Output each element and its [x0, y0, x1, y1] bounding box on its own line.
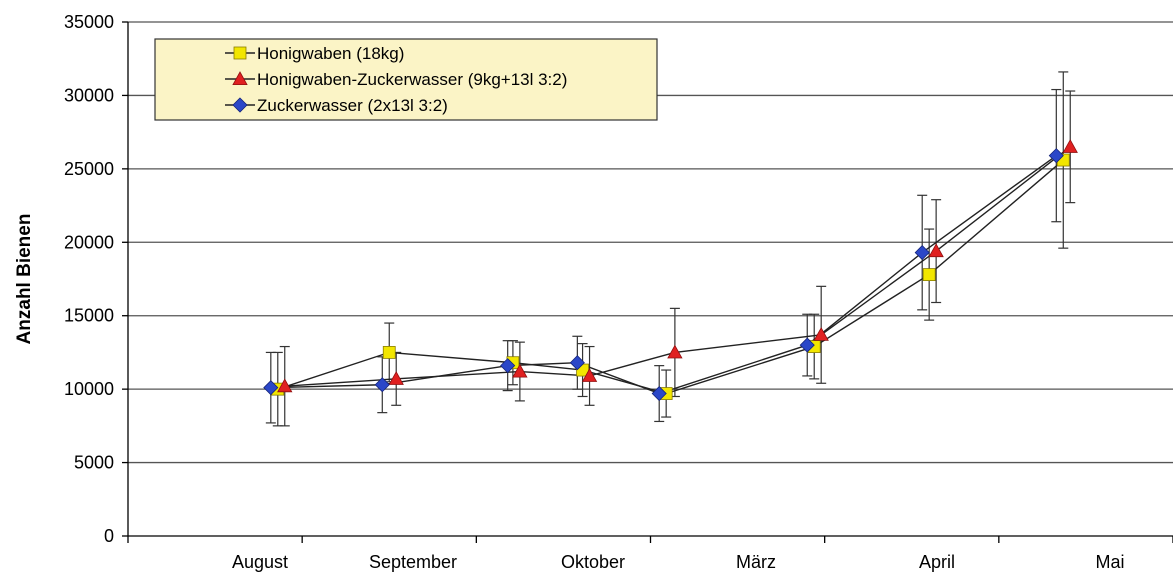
series-lines	[270, 146, 1071, 395]
legend-items: Honigwaben (18kg) Honigwaben-Zuckerwasser…	[225, 44, 567, 115]
marker-triangle	[388, 371, 404, 385]
y-tick-label: 35000	[64, 12, 114, 32]
x-tick-label: April	[919, 552, 955, 572]
legend-label: Zuckerwasser (2x13l 3:2)	[257, 96, 448, 115]
x-tick-labels: August September Oktober März April Mai	[232, 552, 1125, 572]
marker-triangle	[667, 344, 683, 359]
marker-diamond	[569, 355, 585, 371]
marker-diamond	[651, 385, 667, 402]
marker-diamond	[799, 337, 815, 353]
y-tick-label: 20000	[64, 232, 114, 252]
series-markers	[263, 139, 1078, 402]
legend: Honigwaben (18kg) Honigwaben-Zuckerwasser…	[154, 38, 658, 121]
legend-label: Honigwaben-Zuckerwasser (9kg+13l 3:2)	[257, 70, 567, 89]
y-tick-label: 15000	[64, 306, 114, 326]
legend-item: Zuckerwasser (2x13l 3:2)	[225, 96, 448, 115]
marker-triangle	[277, 378, 293, 393]
marker-triangle	[813, 326, 829, 341]
x-tick-label: März	[736, 552, 776, 572]
marker-triangle	[232, 71, 248, 85]
marker-diamond	[232, 97, 248, 113]
marker-diamond	[374, 377, 390, 393]
x-tick-label: Oktober	[561, 552, 625, 572]
marker-triangle	[928, 243, 944, 258]
series-line-2	[270, 155, 1057, 395]
y-tick-label: 0	[104, 526, 114, 546]
y-tick-label: 30000	[64, 85, 114, 105]
marker-triangle	[512, 363, 528, 378]
error-bars	[265, 71, 1076, 427]
marker-triangle	[581, 368, 598, 382]
marker-square	[233, 46, 247, 60]
series-line-1	[284, 146, 1071, 387]
axes	[122, 21, 1173, 543]
marker-diamond	[263, 380, 279, 396]
marker-diamond	[500, 358, 516, 374]
series-line-0	[277, 159, 1064, 395]
legend-item: Honigwaben (18kg)	[225, 44, 404, 63]
marker-diamond	[914, 245, 930, 261]
marker-diamond	[1048, 148, 1064, 164]
x-tick-label: Mai	[1095, 552, 1124, 572]
legend-label: Honigwaben (18kg)	[257, 44, 404, 63]
y-tick-labels: 0 5000 10000 15000 20000 25000 30000 35000	[64, 12, 114, 546]
x-tick-label: September	[369, 552, 457, 572]
legend-item: Honigwaben-Zuckerwasser (9kg+13l 3:2)	[225, 70, 567, 89]
marker-triangle	[1062, 139, 1078, 153]
y-tick-label: 10000	[64, 379, 114, 399]
y-tick-label: 5000	[74, 453, 114, 473]
marker-square	[382, 346, 396, 359]
marker-square	[922, 268, 936, 281]
y-tick-label: 25000	[64, 159, 114, 179]
y-axis-title: Anzahl Bienen	[14, 214, 35, 345]
x-tick-label: August	[232, 552, 288, 572]
